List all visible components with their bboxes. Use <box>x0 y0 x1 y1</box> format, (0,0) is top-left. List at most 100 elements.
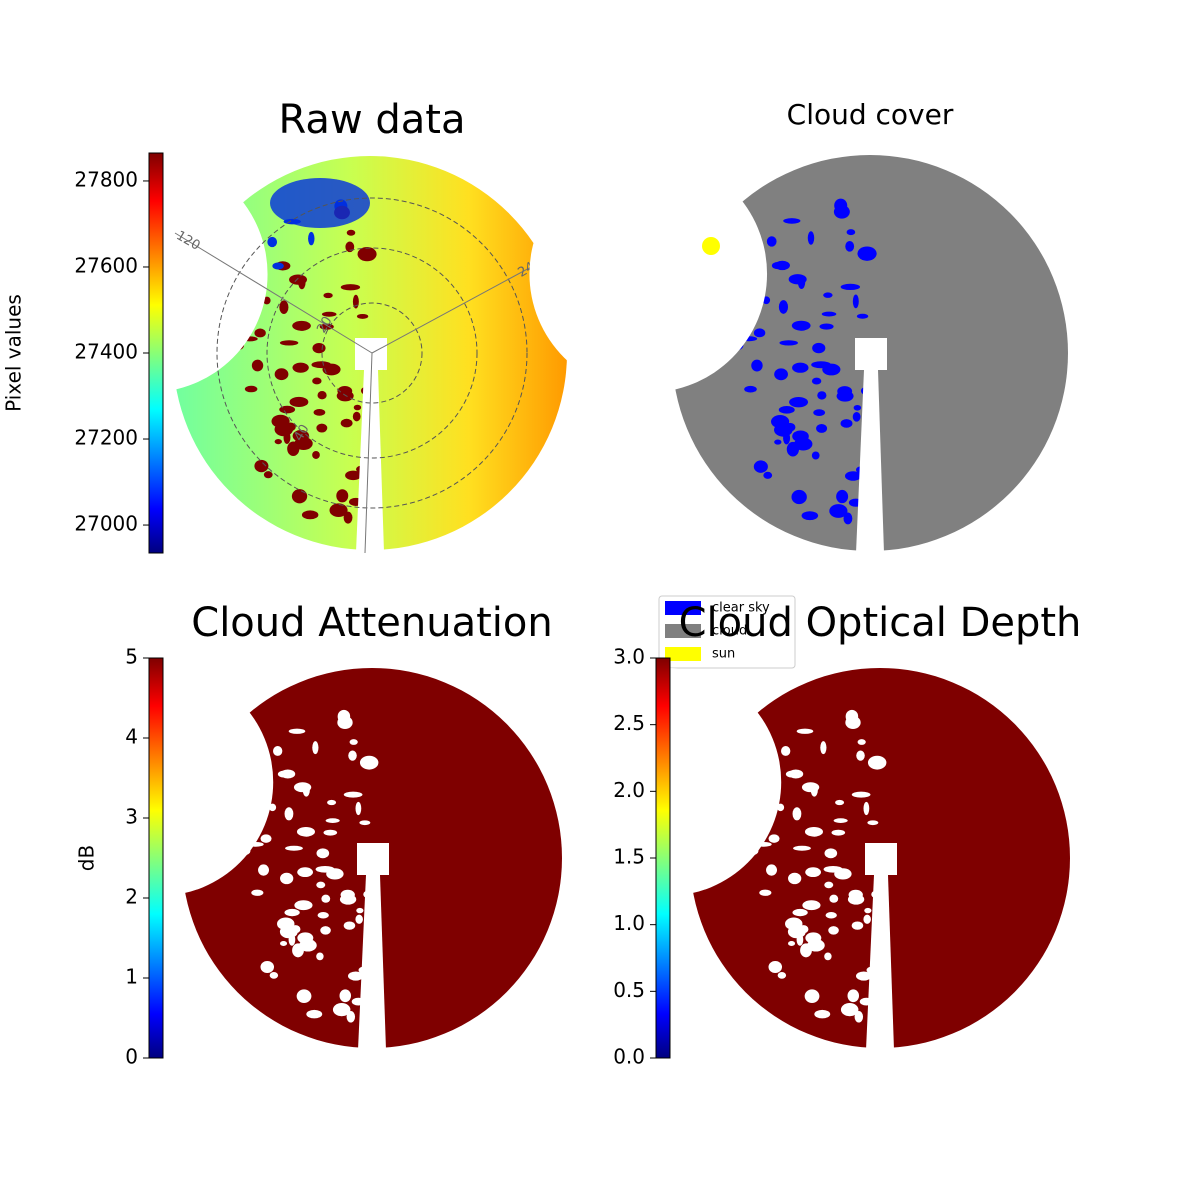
sky-patch <box>834 868 852 880</box>
sky-patch <box>840 1003 859 1017</box>
sky-patch <box>857 246 877 261</box>
sky-patch <box>313 409 326 416</box>
sky-patch <box>316 848 330 859</box>
sky-patch <box>359 820 371 826</box>
sky-patch <box>814 1009 831 1019</box>
shadow-band <box>358 875 386 1050</box>
sky-patch <box>824 848 838 859</box>
occlusion <box>366 551 1200 591</box>
sky-patch <box>271 414 290 428</box>
sky-patch <box>260 834 272 843</box>
colorbar-tick-label: 27000 <box>74 512 138 536</box>
sky-patch <box>836 390 854 402</box>
sky-patch <box>352 411 361 422</box>
shadow-band <box>865 843 897 875</box>
polar-label: 40 <box>291 422 312 444</box>
sky-patch <box>823 292 833 298</box>
sky-patch <box>829 504 848 518</box>
sky-patch <box>851 921 864 930</box>
sky-patch <box>273 746 283 756</box>
sky-patch <box>845 240 855 252</box>
sky-patch <box>357 246 377 262</box>
sky-patch <box>258 864 270 876</box>
sky-patch <box>337 715 353 730</box>
sky-patch <box>788 872 802 885</box>
sky-patch <box>856 313 869 319</box>
legend-label: cloud <box>712 624 747 639</box>
sky-patch <box>789 397 809 408</box>
sun-marker <box>702 237 720 255</box>
sky-patch <box>833 204 850 219</box>
colorbar-tick-label: 2.5 <box>613 711 645 735</box>
colorbar-tick-label: 3 <box>125 805 138 829</box>
sky-patch <box>317 912 329 919</box>
sky-patch <box>320 926 331 935</box>
sky-patch <box>771 262 784 270</box>
legend-swatch <box>665 624 701 638</box>
shadow-band <box>866 875 894 1050</box>
sky-patch <box>359 755 379 770</box>
sky-patch <box>316 881 326 889</box>
sky-patch <box>778 406 795 414</box>
legend-swatch <box>665 647 701 661</box>
sky-patch <box>796 728 814 734</box>
sky-patch <box>339 989 352 1003</box>
sky-patch <box>856 750 865 761</box>
sky-patch <box>805 867 821 877</box>
sky-patch <box>867 755 887 770</box>
polar-axis <box>364 352 373 554</box>
sky-patch <box>831 829 846 836</box>
sky-patch <box>843 512 853 525</box>
sky-patch <box>251 359 264 372</box>
colorbar-tick-label: 1 <box>125 965 138 989</box>
sky-patch <box>753 328 766 338</box>
colorbar <box>148 657 164 1059</box>
sky-patch <box>845 715 861 730</box>
sky-patch <box>774 368 788 381</box>
panel: Cloud Optical Depth 0.0 0.5 1.0 1.5 2.0 2.5 3.0 <box>396 600 1200 1088</box>
sky-patch <box>284 908 300 917</box>
sky-patch <box>835 799 845 806</box>
sky-patch <box>244 385 258 393</box>
sky-patch <box>317 390 327 400</box>
sky-patch <box>327 799 337 806</box>
polar-axis <box>174 232 373 354</box>
sky-patch <box>343 511 353 524</box>
sky-patch <box>348 750 357 761</box>
sky-patch <box>297 867 313 877</box>
polar-ring <box>266 247 478 459</box>
sky-patch <box>807 231 815 245</box>
legend-label: sun <box>712 647 735 662</box>
sky-patch <box>312 450 320 459</box>
sky-patch <box>346 229 356 236</box>
sky-patch <box>312 377 322 385</box>
colorbar-tick-label: 27600 <box>74 253 138 277</box>
occlusion <box>529 154 768 393</box>
sky-patch <box>766 864 778 876</box>
sky-patch <box>345 241 355 253</box>
polar-label: 20 <box>314 314 335 336</box>
sky-patch <box>289 274 308 285</box>
sky-patch <box>794 437 813 451</box>
colorbar-tick-label: 5 <box>125 645 138 669</box>
sky-patch <box>821 311 837 317</box>
panel: Cloud cover <box>366 98 1200 591</box>
panel-title: Cloud cover <box>787 98 954 131</box>
sky-patch <box>345 470 362 481</box>
sky-patch <box>816 423 828 433</box>
sky-patch <box>844 471 862 481</box>
sky-patch <box>329 503 348 518</box>
sky-patch <box>822 363 841 376</box>
sky-patch <box>279 405 296 414</box>
sky-patch <box>854 1011 864 1023</box>
colorbar-tick-label: 2 <box>125 885 138 909</box>
colorbar-tick-label: 2.0 <box>613 778 645 802</box>
sky-patch <box>801 782 820 793</box>
sky-patch <box>301 510 319 520</box>
sky-patch <box>316 423 328 433</box>
sky-patch <box>316 952 324 961</box>
sky-patch <box>817 391 827 400</box>
sky-patch <box>846 229 856 236</box>
sky-patch <box>851 791 871 798</box>
